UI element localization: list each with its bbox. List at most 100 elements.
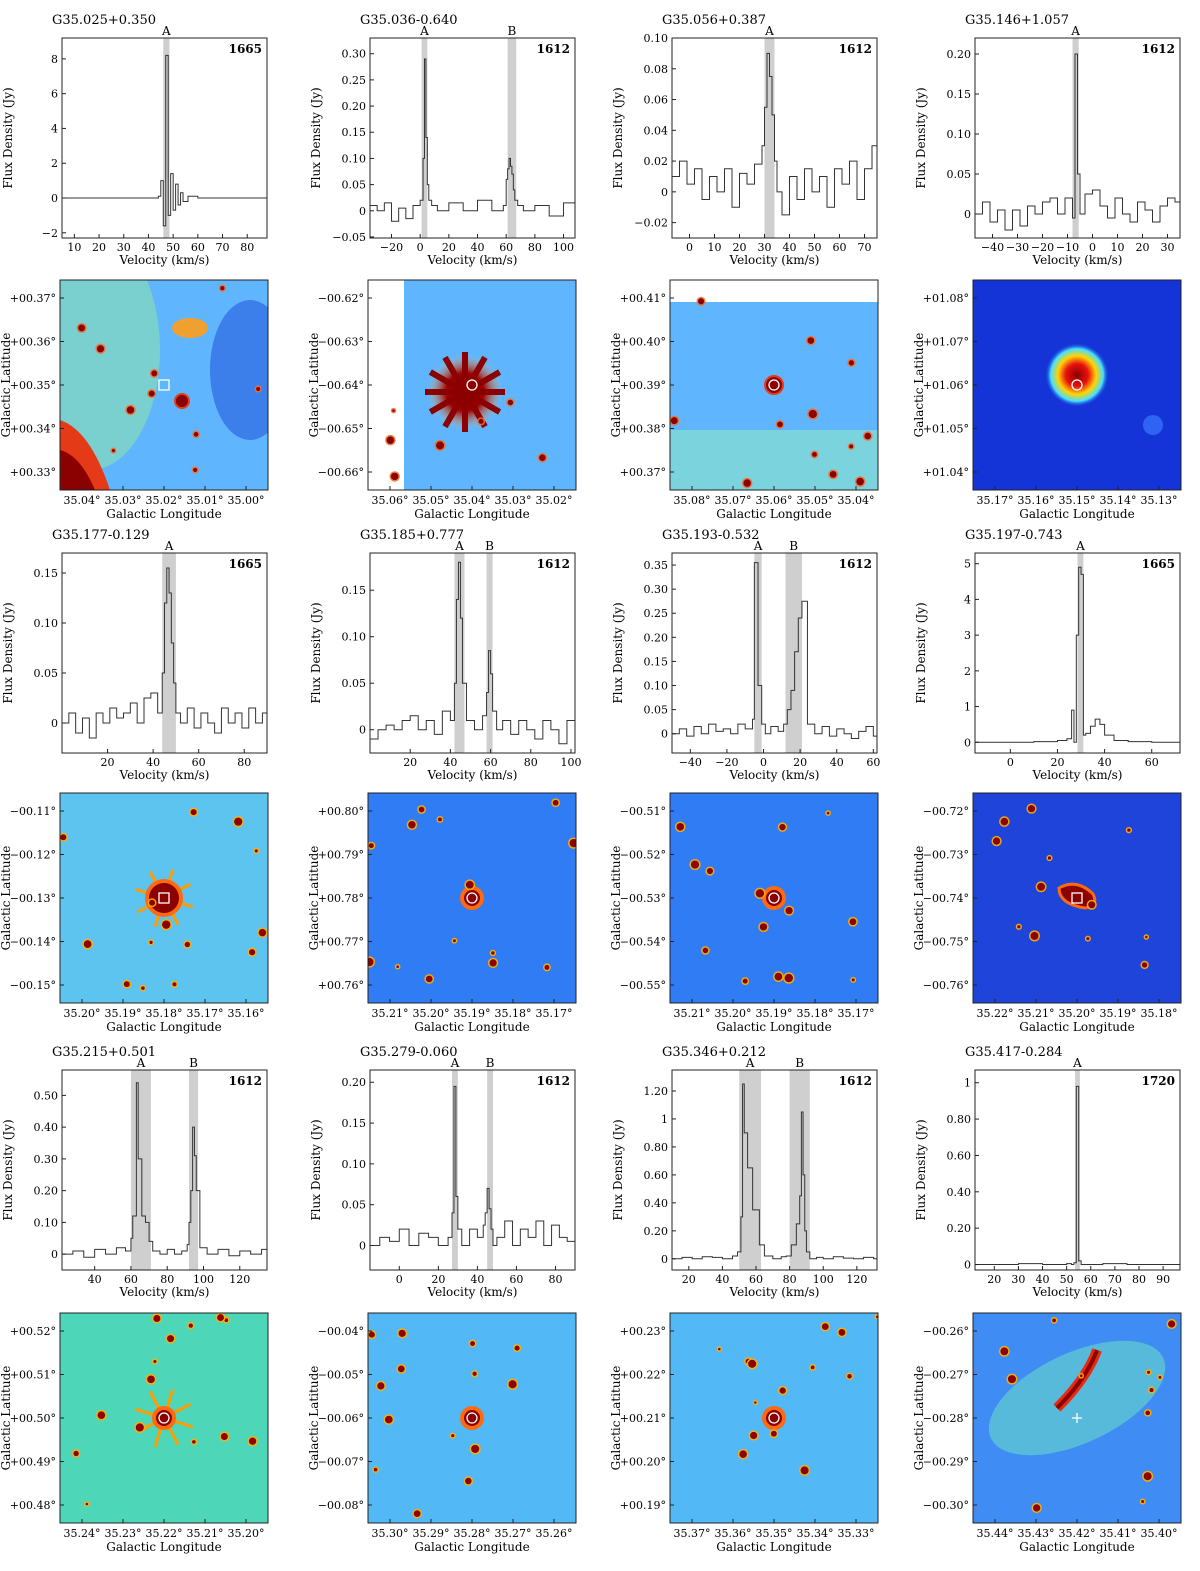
plot-frame (974, 552, 1181, 754)
star-core (770, 1430, 777, 1437)
glat-tick-label: +01.08° (923, 292, 969, 305)
source-marker (466, 892, 478, 904)
glon-tick-label: 35.06° (372, 494, 409, 507)
glon-tick-label: 35.36° (715, 1527, 752, 1540)
x-tick-label: 40 (88, 1273, 102, 1286)
star-core (83, 940, 92, 948)
glon-tick-label: 35.16° (1018, 494, 1055, 507)
glat-tick-label: +00.50° (10, 1412, 56, 1425)
star-core (779, 1387, 786, 1394)
image-panel: 35.21° 35.20° 35.19° 35.18° 35.17° −00.51° −00… (608, 787, 891, 1043)
x-tick-label: 60 (499, 241, 513, 254)
sky-image: 35.24° 35.23° 35.22° 35.21° 35.20° +00.52° +00… (0, 1312, 269, 1554)
y-tick-label: 0.60 (947, 1149, 972, 1162)
y-tick-label: 0 (51, 717, 58, 730)
star-core (544, 964, 550, 970)
y-tick-label: 0.15 (644, 655, 669, 668)
x-tick-label: 60 (749, 1273, 763, 1286)
y-tick-label: 0.20 (947, 1222, 972, 1235)
glon-tick-label: 35.34° (797, 1527, 834, 1540)
spectrum-line (370, 1085, 576, 1247)
glat-tick-label: −00.12° (10, 849, 56, 862)
y-axis-label: Flux Density (Jy) (611, 87, 625, 188)
x-axis-label: Velocity (km/s) (729, 253, 820, 267)
y-tick-label: 0.40 (947, 1186, 972, 1199)
y-tick-label: 0 (661, 186, 668, 199)
star-core (856, 477, 864, 486)
y-axis-label: Flux Density (Jy) (309, 1119, 323, 1220)
component-label: A (764, 24, 774, 38)
star-core (1079, 1374, 1083, 1378)
source-marker (158, 1412, 170, 1424)
glat-tick-label: −00.27° (923, 1369, 969, 1382)
y-tick-label: 0 (964, 736, 971, 749)
sky-image: 35.30° 35.29° 35.28° 35.27° 35.26° −00.04° −00… (307, 1312, 577, 1554)
source-name: G35.215+0.501 (52, 1045, 156, 1060)
frequency-label: 1612 (1142, 42, 1175, 56)
x-axis-label: Galactic Longitude (106, 1020, 221, 1034)
star-core (472, 1371, 477, 1376)
y-axis-label: Galactic Latitude (0, 1366, 13, 1471)
y-tick-label: 0.50 (34, 1089, 59, 1102)
glat-tick-label: −00.73° (923, 849, 969, 862)
x-axis-label: Galactic Longitude (716, 507, 831, 521)
y-axis-label: Flux Density (Jy) (914, 602, 928, 703)
glat-tick-label: +00.77° (318, 936, 364, 949)
y-tick-label: 0.10 (644, 32, 669, 45)
glat-tick-label: −00.63° (318, 336, 364, 349)
y-tick-label: 0 (964, 208, 971, 221)
y-tick-label: 4 (51, 122, 58, 135)
x-tick-label: 100 (813, 1273, 834, 1286)
source-marker (768, 379, 780, 391)
glat-tick-label: +00.35° (10, 379, 56, 392)
glat-tick-label: +00.23° (620, 1325, 666, 1338)
x-axis-label: Velocity (km/s) (1032, 253, 1123, 267)
y-tick-label: 0.15 (342, 1117, 367, 1130)
star-core (690, 860, 700, 869)
star-core (864, 432, 871, 440)
y-axis-label: Galactic Latitude (912, 333, 926, 438)
spectrum-panel: G35.036-0.640 A B 1612 −20 0 20 40 60 80 100 −0.05 0… (308, 8, 583, 282)
star-core (392, 409, 395, 412)
sky-image: 35.21° 35.20° 35.19° 35.18° 35.17° −00.51° −00… (609, 792, 879, 1034)
star-core (436, 441, 445, 450)
component-label: B (189, 1056, 198, 1070)
x-tick-label: 20 (1136, 241, 1150, 254)
y-tick-label: 6 (51, 88, 58, 101)
x-tick-label: 0 (686, 241, 693, 254)
star-core (748, 1359, 757, 1368)
glon-tick-label: 35.29° (413, 1527, 450, 1540)
star-core (149, 940, 153, 944)
star-core (184, 941, 191, 948)
star-core (217, 1314, 224, 1322)
star-core (452, 939, 456, 943)
x-tick-label: 60 (1084, 1273, 1098, 1286)
y-axis-label: Galactic Latitude (609, 333, 623, 438)
star-core (188, 1323, 193, 1328)
star-core (471, 1444, 480, 1453)
star-core (1027, 805, 1036, 813)
spectrum-panel: G35.417-0.284 A 1720 20 30 40 50 60 70 80 90 0 0.20 0… (913, 1040, 1188, 1314)
component-label: B (795, 1056, 804, 1070)
y-tick-label: 0 (359, 724, 366, 737)
star-core (1143, 1472, 1152, 1481)
star-core (162, 920, 171, 929)
y-tick-label: 0.40 (34, 1121, 59, 1134)
x-axis-label: Galactic Longitude (414, 507, 529, 521)
glat-tick-label: −00.15° (10, 979, 56, 992)
plot-frame (369, 1069, 576, 1271)
component-label: B (789, 539, 798, 553)
x-tick-label: 100 (553, 241, 574, 254)
star-core (126, 406, 135, 414)
y-tick-label: 0.30 (34, 1153, 59, 1166)
y-tick-label: 0 (661, 1253, 668, 1266)
x-axis-label: Galactic Longitude (414, 1540, 529, 1554)
glon-tick-label: 35.03° (495, 494, 532, 507)
source-name: G35.036-0.640 (360, 13, 457, 28)
x-tick-label: 30 (117, 241, 131, 254)
frequency-label: 1665 (229, 557, 262, 571)
x-axis-label: Galactic Longitude (1019, 507, 1134, 521)
source-marker (768, 892, 780, 904)
y-tick-label: 0 (661, 728, 668, 741)
